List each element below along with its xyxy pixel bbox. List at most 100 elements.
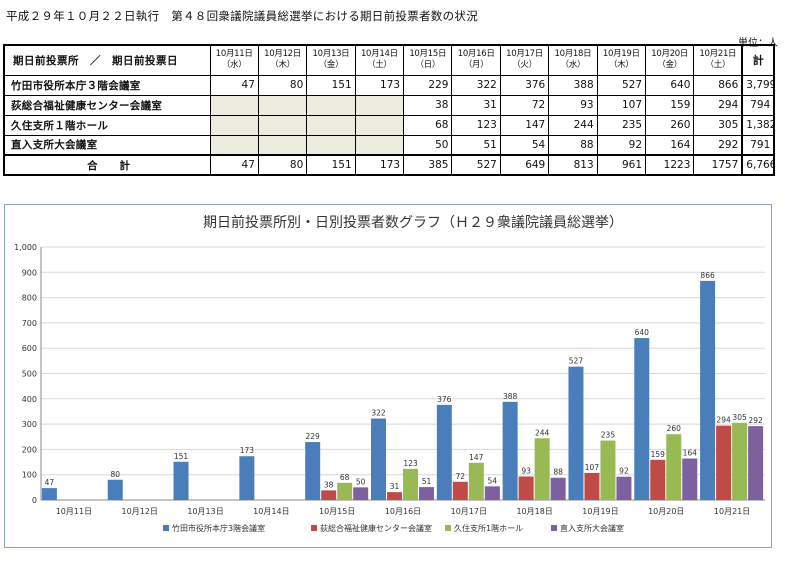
bar: [371, 418, 386, 500]
value-cell: 260: [645, 114, 695, 136]
bar: [550, 477, 566, 500]
date-header-date: 10月12日: [264, 49, 301, 60]
x-tick-label: 10月11日: [56, 507, 92, 516]
venue-name: 合 計: [3, 154, 211, 176]
empty-cell: [257, 94, 308, 116]
date-header-date: 10月13日: [312, 49, 350, 60]
value-cell: 88: [548, 134, 598, 156]
legend-swatch: [445, 525, 451, 531]
date-header-date: 10月21日: [699, 49, 737, 60]
x-tick-label: 10月17日: [451, 507, 487, 516]
legend-swatch: [163, 525, 169, 531]
value-cell: 385: [403, 154, 453, 176]
bar: [41, 488, 57, 500]
bar: [452, 481, 468, 500]
date-header-day: （土）: [705, 60, 731, 71]
value-cell: 151: [306, 154, 356, 176]
bar: [337, 482, 353, 500]
value-cell: 229: [403, 74, 453, 96]
table-row: 竹田市役所本庁３階会議室 47 80 151 173 229 322 376 388 527 640…: [3, 74, 775, 96]
value-cell: 173: [354, 154, 405, 176]
empty-cell: [209, 94, 259, 116]
table-header-row: 期日前投票所 ／ 期日前投票日 10月11日 （水） 10月12日 （木） 10月13日…: [3, 44, 775, 76]
data-label: 88: [553, 468, 563, 477]
total-header: 計: [741, 44, 775, 76]
voter-count-table: 期日前投票所 ／ 期日前投票日 10月11日 （水） 10月12日 （木） 10月13日…: [3, 44, 776, 176]
value-cell: 50: [403, 134, 453, 156]
bar: [682, 458, 698, 500]
x-tick-label: 10月15日: [319, 507, 355, 516]
data-label: 305: [732, 413, 747, 422]
bar: [305, 442, 321, 500]
value-cell: 376: [499, 74, 550, 96]
data-label: 173: [240, 446, 255, 455]
bar: [484, 486, 500, 500]
x-tick-label: 10月12日: [122, 507, 158, 516]
bar: [321, 490, 337, 500]
data-label: 260: [667, 424, 682, 433]
y-tick-label: 800: [22, 294, 37, 303]
bar: [468, 462, 484, 500]
value-cell: 151: [306, 74, 356, 96]
venue-name: 久住支所１階ホール: [3, 114, 211, 136]
data-label: 229: [306, 432, 321, 441]
bar: [616, 476, 632, 500]
data-label: 322: [371, 409, 386, 418]
date-header: 10月18日 （水）: [548, 44, 598, 76]
date-header: 10月13日 （金）: [306, 44, 356, 76]
date-header: 10月20日 （金）: [645, 44, 695, 76]
x-tick-label: 10月19日: [582, 507, 618, 516]
legend-entry: 直入支所大会議室: [560, 523, 624, 533]
value-cell: 294: [693, 94, 743, 116]
bar: [419, 487, 434, 500]
row-total-cell: 791: [741, 134, 775, 156]
value-cell: 813: [548, 154, 598, 176]
legend-swatch: [551, 525, 557, 531]
row-total-cell: 794: [741, 94, 775, 116]
bar: [700, 280, 716, 500]
venue-name: 直入支所大会議室: [3, 134, 211, 156]
bar: [387, 492, 402, 500]
value-cell: 322: [451, 74, 501, 96]
date-header: 10月15日 （日）: [403, 44, 453, 76]
bar: [436, 404, 452, 500]
corner-header: 期日前投票所 ／ 期日前投票日: [3, 44, 211, 76]
value-cell: 1757: [693, 154, 743, 176]
venue-name: 竹田市役所本庁３階会議室: [3, 74, 211, 96]
chart-title: 期日前投票所別・日別投票者数グラフ（Ｈ２９衆議院議員総選挙）: [203, 214, 623, 231]
data-label: 93: [521, 466, 531, 475]
date-header-day: （火）: [512, 60, 537, 71]
date-header-date: 10月18日: [554, 49, 592, 60]
bar: [239, 456, 255, 500]
value-cell: 527: [451, 154, 501, 176]
data-label: 68: [340, 473, 350, 482]
total-row: 合 計 47 80 151 173 385 527 649 813 961 1223 1757 6,76…: [3, 154, 775, 176]
y-tick-label: 0: [32, 496, 37, 505]
bar-chart: 期日前投票所別・日別投票者数グラフ（Ｈ２９衆議院議員総選挙） 0 100 200 300…: [14, 214, 765, 533]
y-tick-label: 300: [22, 420, 37, 429]
value-cell: 173: [354, 74, 405, 96]
chart-panel: 期日前投票所別・日別投票者数グラフ（Ｈ２９衆議院議員総選挙） 0 100 200 300…: [4, 204, 772, 548]
data-label: 866: [700, 271, 715, 280]
date-header-day: （水）: [560, 60, 586, 71]
bar: [173, 461, 189, 500]
bar: [732, 422, 748, 500]
y-tick-label: 200: [22, 445, 37, 454]
empty-cell: [306, 114, 356, 136]
bar: [353, 487, 369, 500]
data-label: 54: [488, 476, 498, 485]
data-label: 80: [110, 470, 120, 479]
data-label: 72: [456, 472, 466, 481]
value-cell: 93: [548, 94, 598, 116]
data-label: 388: [503, 392, 518, 401]
empty-cell: [257, 134, 308, 156]
date-header-day: （水）: [221, 60, 247, 71]
data-label: 640: [635, 328, 650, 337]
y-tick-label: 700: [22, 319, 37, 328]
date-header-day: （月）: [463, 60, 489, 71]
date-header: 10月17日 （火）: [499, 44, 550, 76]
data-label: 159: [651, 450, 666, 459]
bar: [568, 366, 584, 500]
date-header: 10月21日 （土）: [693, 44, 743, 76]
x-tick-label: 10月18日: [516, 507, 552, 516]
